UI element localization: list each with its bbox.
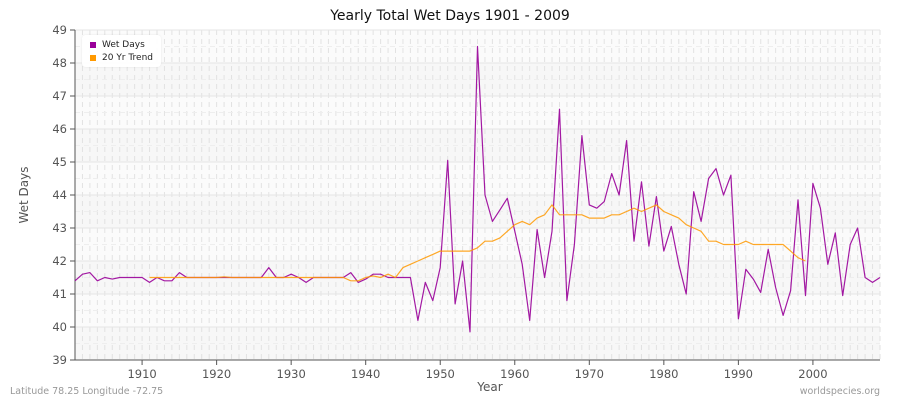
y-tick-label: 47 [52,89,67,103]
coordinates-footer: Latitude 78.25 Longitude -72.75 [10,386,164,397]
x-axis-label: Year [477,380,503,394]
x-tick-label: 1990 [724,367,753,381]
legend-label-wet-days: Wet Days [102,39,145,50]
x-tick-label: 1930 [277,367,306,381]
legend-label-trend: 20 Yr Trend [102,52,154,63]
x-tick-label: 1910 [127,367,156,381]
y-tick-label: 39 [52,353,67,367]
x-tick-label: 1940 [351,367,380,381]
y-tick-label: 46 [52,122,67,136]
y-tick-label: 42 [52,254,67,268]
x-tick-label: 2000 [798,367,827,381]
trend-line [149,204,806,282]
x-tick-label: 1920 [202,367,231,381]
legend-swatch-wet-days-icon [90,41,96,48]
chart-title: Yearly Total Wet Days 1901 - 2009 [330,8,570,24]
x-tick-label: 1980 [649,367,678,381]
x-tick-label: 1950 [426,367,455,381]
y-tick-label: 45 [52,155,67,169]
x-tick-label: 1960 [500,367,529,381]
legend-item-trend: 20 Yr Trend [90,51,153,64]
y-tick-label: 43 [52,221,67,235]
legend-swatch-trend-icon [90,54,96,61]
legend-item-wet-days: Wet Days [90,38,153,51]
y-axis-label: Wet Days [17,166,31,224]
y-tick-label: 49 [52,23,67,37]
y-tick-label: 44 [52,188,67,202]
y-tick-label: 48 [52,56,67,70]
grid-lines [74,29,881,361]
x-tick-label: 1970 [575,367,604,381]
y-tick-label: 40 [52,320,67,334]
y-tick-label: 41 [52,287,67,301]
chart-legend: Wet Days 20 Yr Trend [82,35,162,67]
source-credit: worldspecies.org [799,386,880,397]
